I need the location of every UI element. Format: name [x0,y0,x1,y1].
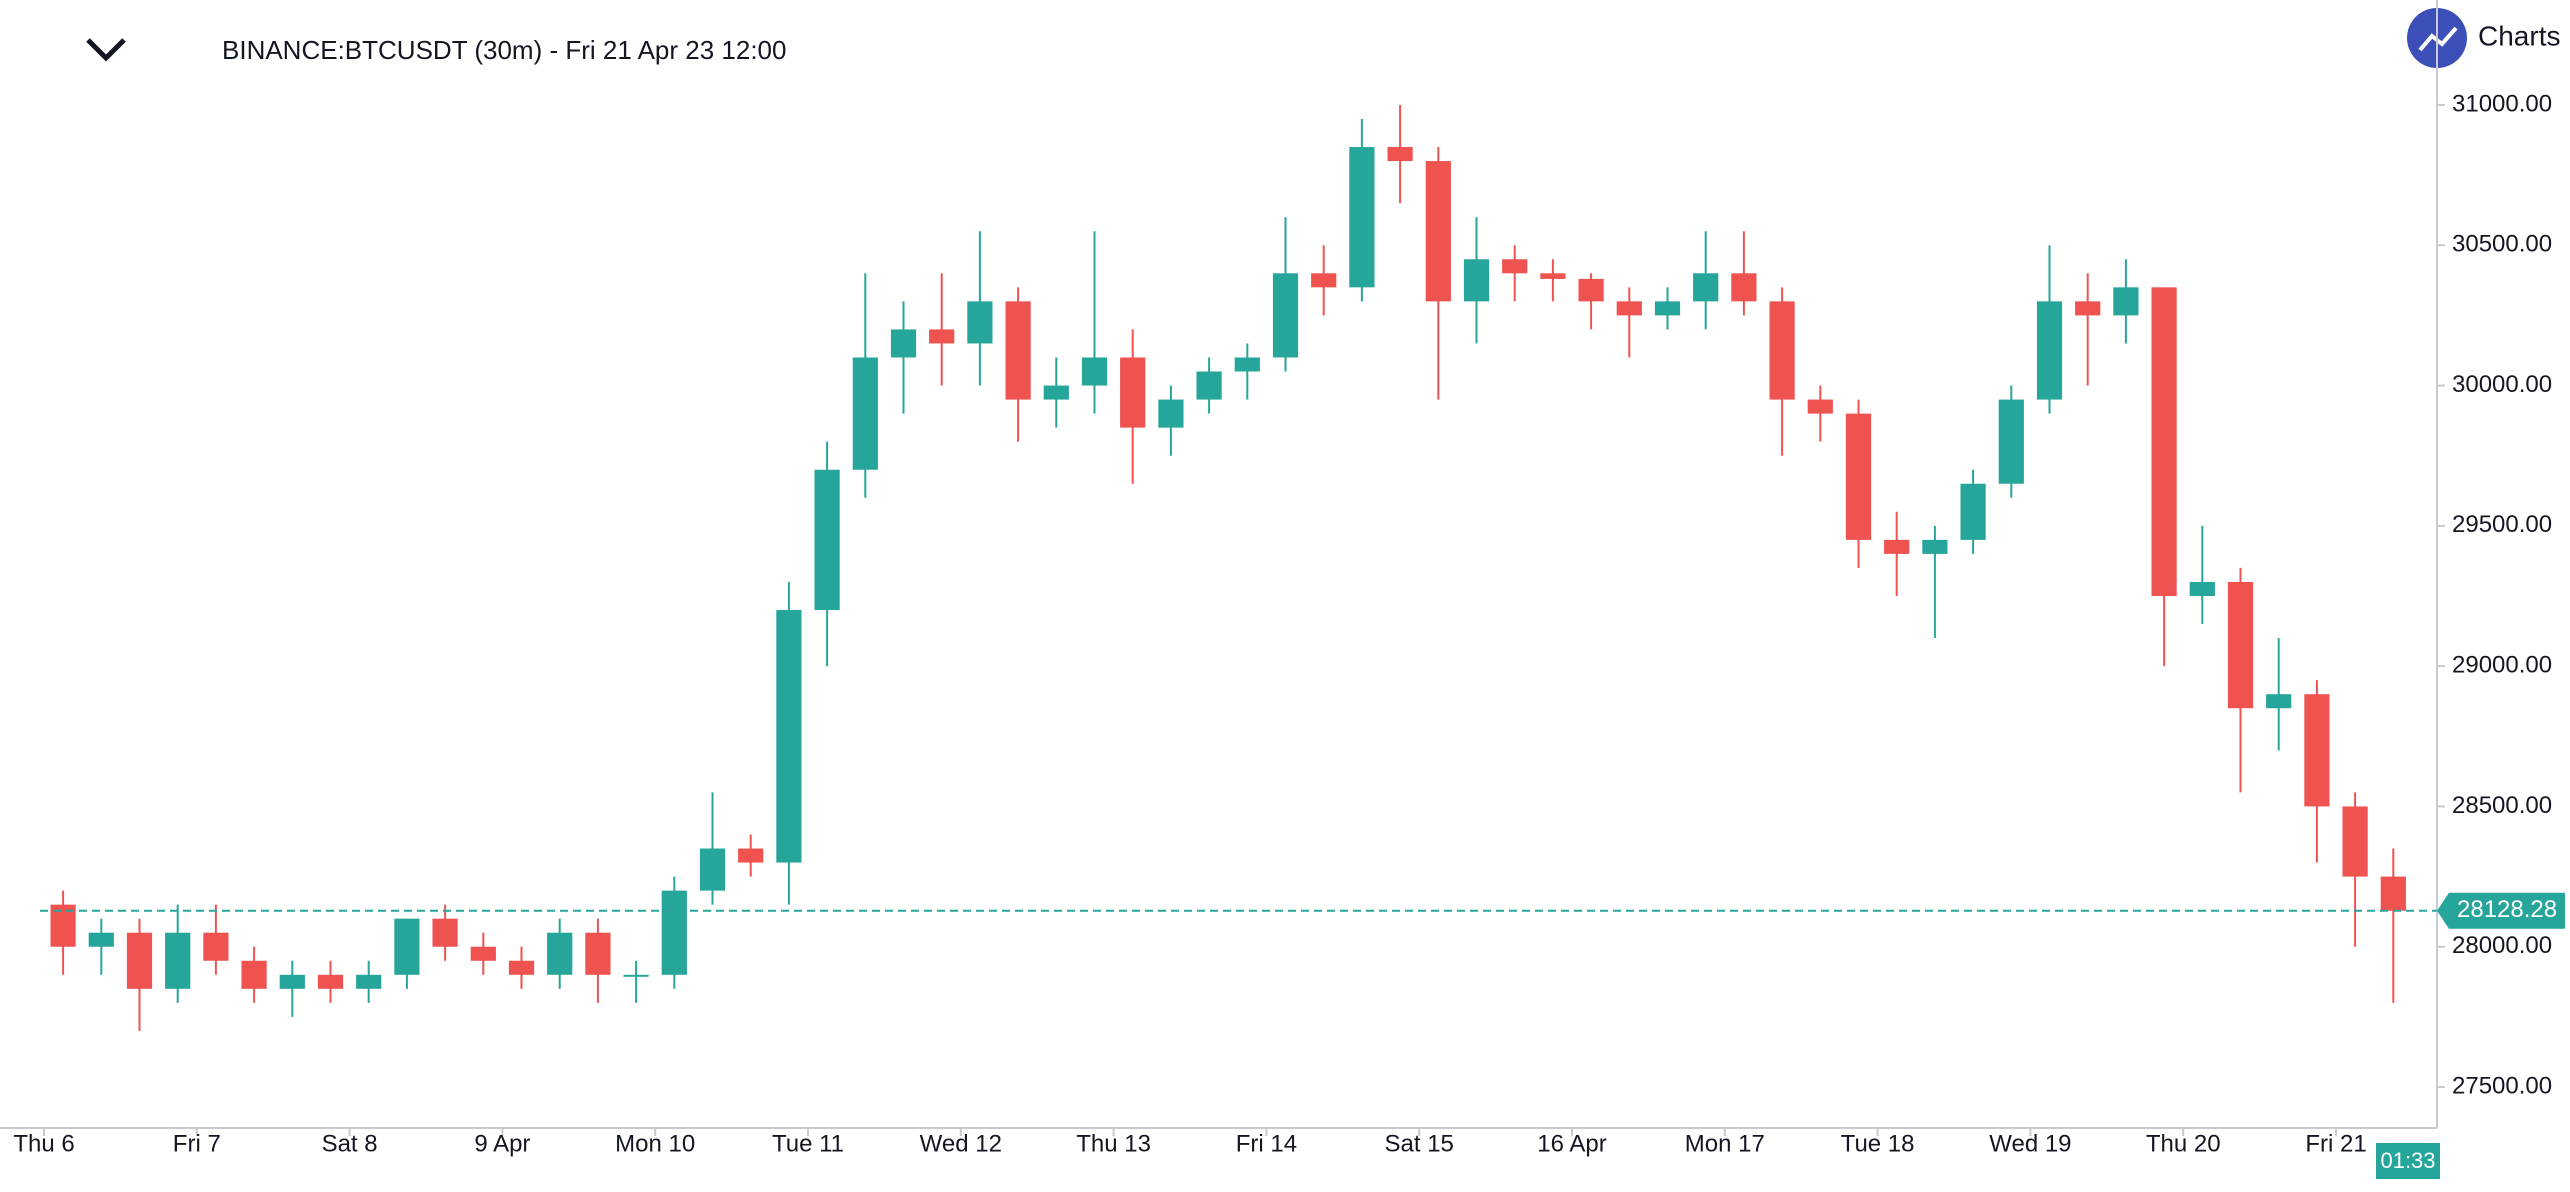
candle-body [2380,876,2406,911]
candle-body [508,960,535,975]
candle-body [203,932,229,961]
x-tick-label: Wed 19 [1989,1130,2071,1157]
y-tick-label: 28500.00 [2452,792,2552,819]
x-tick-label: 9 Apr [474,1130,530,1157]
countdown-box [2376,1143,2440,1179]
brand[interactable]: Charts p [2478,20,2570,51]
candle-body [1081,357,1108,386]
candle-body [929,329,955,344]
y-tick-label: 28000.00 [2452,932,2552,959]
x-tick-label: Sat 8 [322,1130,378,1157]
x-tick-label: Thu 6 [13,1130,74,1157]
candle-body [1693,273,1719,302]
candle-body [2189,581,2215,596]
candle-body [1234,357,1260,372]
x-tick-label: Fri 21 [2305,1130,2366,1157]
y-tick-label: 30000.00 [2452,371,2552,398]
candle-body [890,329,917,358]
candle-body [2266,694,2292,709]
candle-body [2151,287,2177,596]
candle-body [2304,694,2330,807]
candle-body [547,932,573,975]
candle-body [1425,161,1451,302]
x-tick-label: 16 Apr [1537,1130,1606,1157]
candle-body [1960,483,1986,540]
countdown: 01:33 [2380,1148,2435,1173]
x-tick-label: Sat 15 [1385,1130,1454,1157]
last-price-label: 28128.28 [2457,896,2557,923]
candle-body [1578,278,1604,302]
x-tick-label: Thu 13 [1076,1130,1151,1157]
candle-body [2036,301,2063,400]
x-tick-label: Tue 18 [1841,1130,1915,1157]
candle-body [241,960,267,989]
candle-body [432,918,458,947]
y-tick-label: 30500.00 [2452,231,2552,258]
candle-body [1540,273,1566,279]
candle-body [776,610,802,863]
candle-body [1387,147,1413,162]
candle-body [2075,301,2101,316]
candle-body [470,946,496,961]
candle-body [1616,301,1642,316]
candle-body [88,932,114,947]
last-price-box [2437,892,2565,929]
candle-body [1349,147,1375,288]
collapse-button[interactable] [86,38,126,62]
x-tick-label: Mon 17 [1685,1130,1765,1157]
candle-body [1807,399,1833,414]
candle-body [317,974,344,989]
x-tick-label: Tue 11 [772,1130,844,1157]
y-tick-label: 27500.00 [2452,1072,2552,1099]
candle-body [1922,539,1948,554]
candle-body [1005,301,1031,400]
candle-body [738,848,764,863]
candle-body [356,974,382,989]
candle-body [1502,259,1528,274]
candle-body [2227,581,2254,709]
x-tick-label: Fri 7 [173,1130,221,1157]
x-tick-label: Wed 12 [920,1130,1002,1157]
y-tick-label: 29000.00 [2452,651,2552,678]
candle-body [1769,301,1795,400]
candle-body [1158,399,1184,428]
candle-body [2113,287,2139,316]
y-tick-label: 29500.00 [2452,511,2552,538]
candle-body [1463,259,1490,302]
x-tick-label: Fri 14 [1236,1130,1297,1157]
candle-body [1196,371,1222,400]
candle-body [1884,539,1910,554]
candle-body [1845,413,1872,540]
y-tick-label: 31000.00 [2452,90,2552,117]
candle-body [661,890,687,975]
candle-body [699,848,726,891]
candle-body [1654,301,1681,316]
candle-body [967,301,993,344]
candle-body [126,932,153,989]
candle-body [1998,399,2024,484]
candle-body [2342,806,2368,877]
x-tick-label: Mon 10 [615,1130,695,1157]
candle-body [165,932,191,989]
candle-body [814,469,840,611]
candle-body [279,974,305,989]
candle-body [394,918,420,975]
candle-body [1120,357,1146,428]
candle-body [623,974,649,977]
chart-title: BINANCE:BTCUSDT (30m) - Fri 21 Apr 23 12… [222,35,786,65]
x-tick-label: Thu 20 [2146,1130,2221,1157]
candle-body [852,357,878,470]
candle-body [1731,273,1757,302]
candle-body [1272,273,1299,358]
candle-body [1043,385,1069,400]
candle-body [1311,273,1337,288]
candle-body [585,932,611,975]
